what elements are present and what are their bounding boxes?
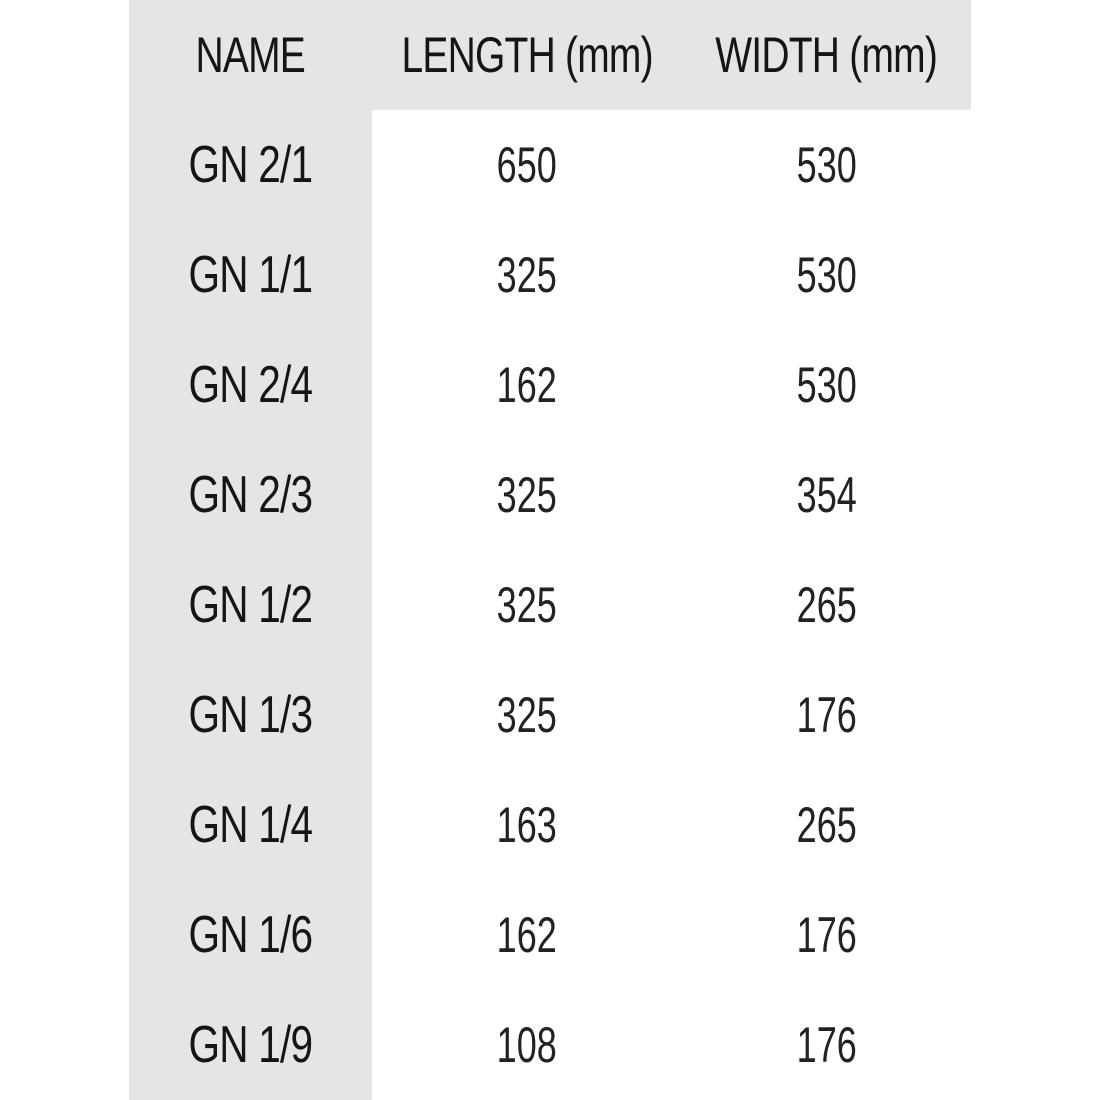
name-cell: GN 1/3 — [188, 686, 314, 744]
length-cell: 162 — [496, 357, 558, 413]
length-cell: 650 — [496, 137, 558, 193]
width-cell: 530 — [796, 247, 857, 303]
length-cell: 108 — [496, 1017, 558, 1073]
width-cell: 354 — [796, 467, 857, 523]
width-cell: 530 — [796, 357, 857, 413]
name-cell: GN 1/2 — [188, 576, 314, 634]
width-cell: 265 — [796, 797, 857, 853]
length-cell: 162 — [496, 907, 558, 963]
name-cell: GN 1/1 — [188, 246, 314, 304]
name-cell: GN 1/4 — [188, 796, 314, 854]
length-cell: 325 — [496, 577, 558, 633]
table-row: GN 1/1 325 530 — [129, 220, 971, 330]
length-cell: 325 — [496, 687, 558, 743]
name-column-background — [129, 0, 372, 1100]
header-width: WIDTH (mm) — [715, 27, 939, 83]
name-cell: GN 2/1 — [188, 136, 314, 194]
width-cell: 176 — [796, 1017, 857, 1073]
table-row: GN 2/3 325 354 — [129, 440, 971, 550]
name-cell: GN 2/4 — [188, 356, 314, 414]
table-row: GN 1/9 108 176 — [129, 990, 971, 1100]
length-cell: 325 — [496, 247, 558, 303]
length-cell: 163 — [496, 797, 558, 853]
table-row: GN 1/2 325 265 — [129, 550, 971, 660]
table-row: GN 2/1 650 530 — [129, 110, 971, 220]
table-row: GN 1/3 325 176 — [129, 660, 971, 770]
table-row: GN 2/4 162 530 — [129, 330, 971, 440]
header-background — [129, 0, 971, 110]
length-cell: 325 — [496, 467, 558, 523]
header-length: LENGTH (mm) — [401, 27, 653, 83]
width-cell: 530 — [796, 137, 857, 193]
width-cell: 265 — [796, 577, 857, 633]
table-row: GN 1/4 163 265 — [129, 770, 971, 880]
table-row: GN 1/6 162 176 — [129, 880, 971, 990]
name-cell: GN 1/6 — [188, 906, 314, 964]
header-name: NAME — [195, 27, 306, 83]
name-cell: GN 2/3 — [188, 466, 314, 524]
table-header: NAME LENGTH (mm) WIDTH (mm) — [129, 0, 971, 110]
width-cell: 176 — [796, 907, 857, 963]
name-cell: GN 1/9 — [188, 1016, 314, 1074]
width-cell: 176 — [796, 687, 857, 743]
